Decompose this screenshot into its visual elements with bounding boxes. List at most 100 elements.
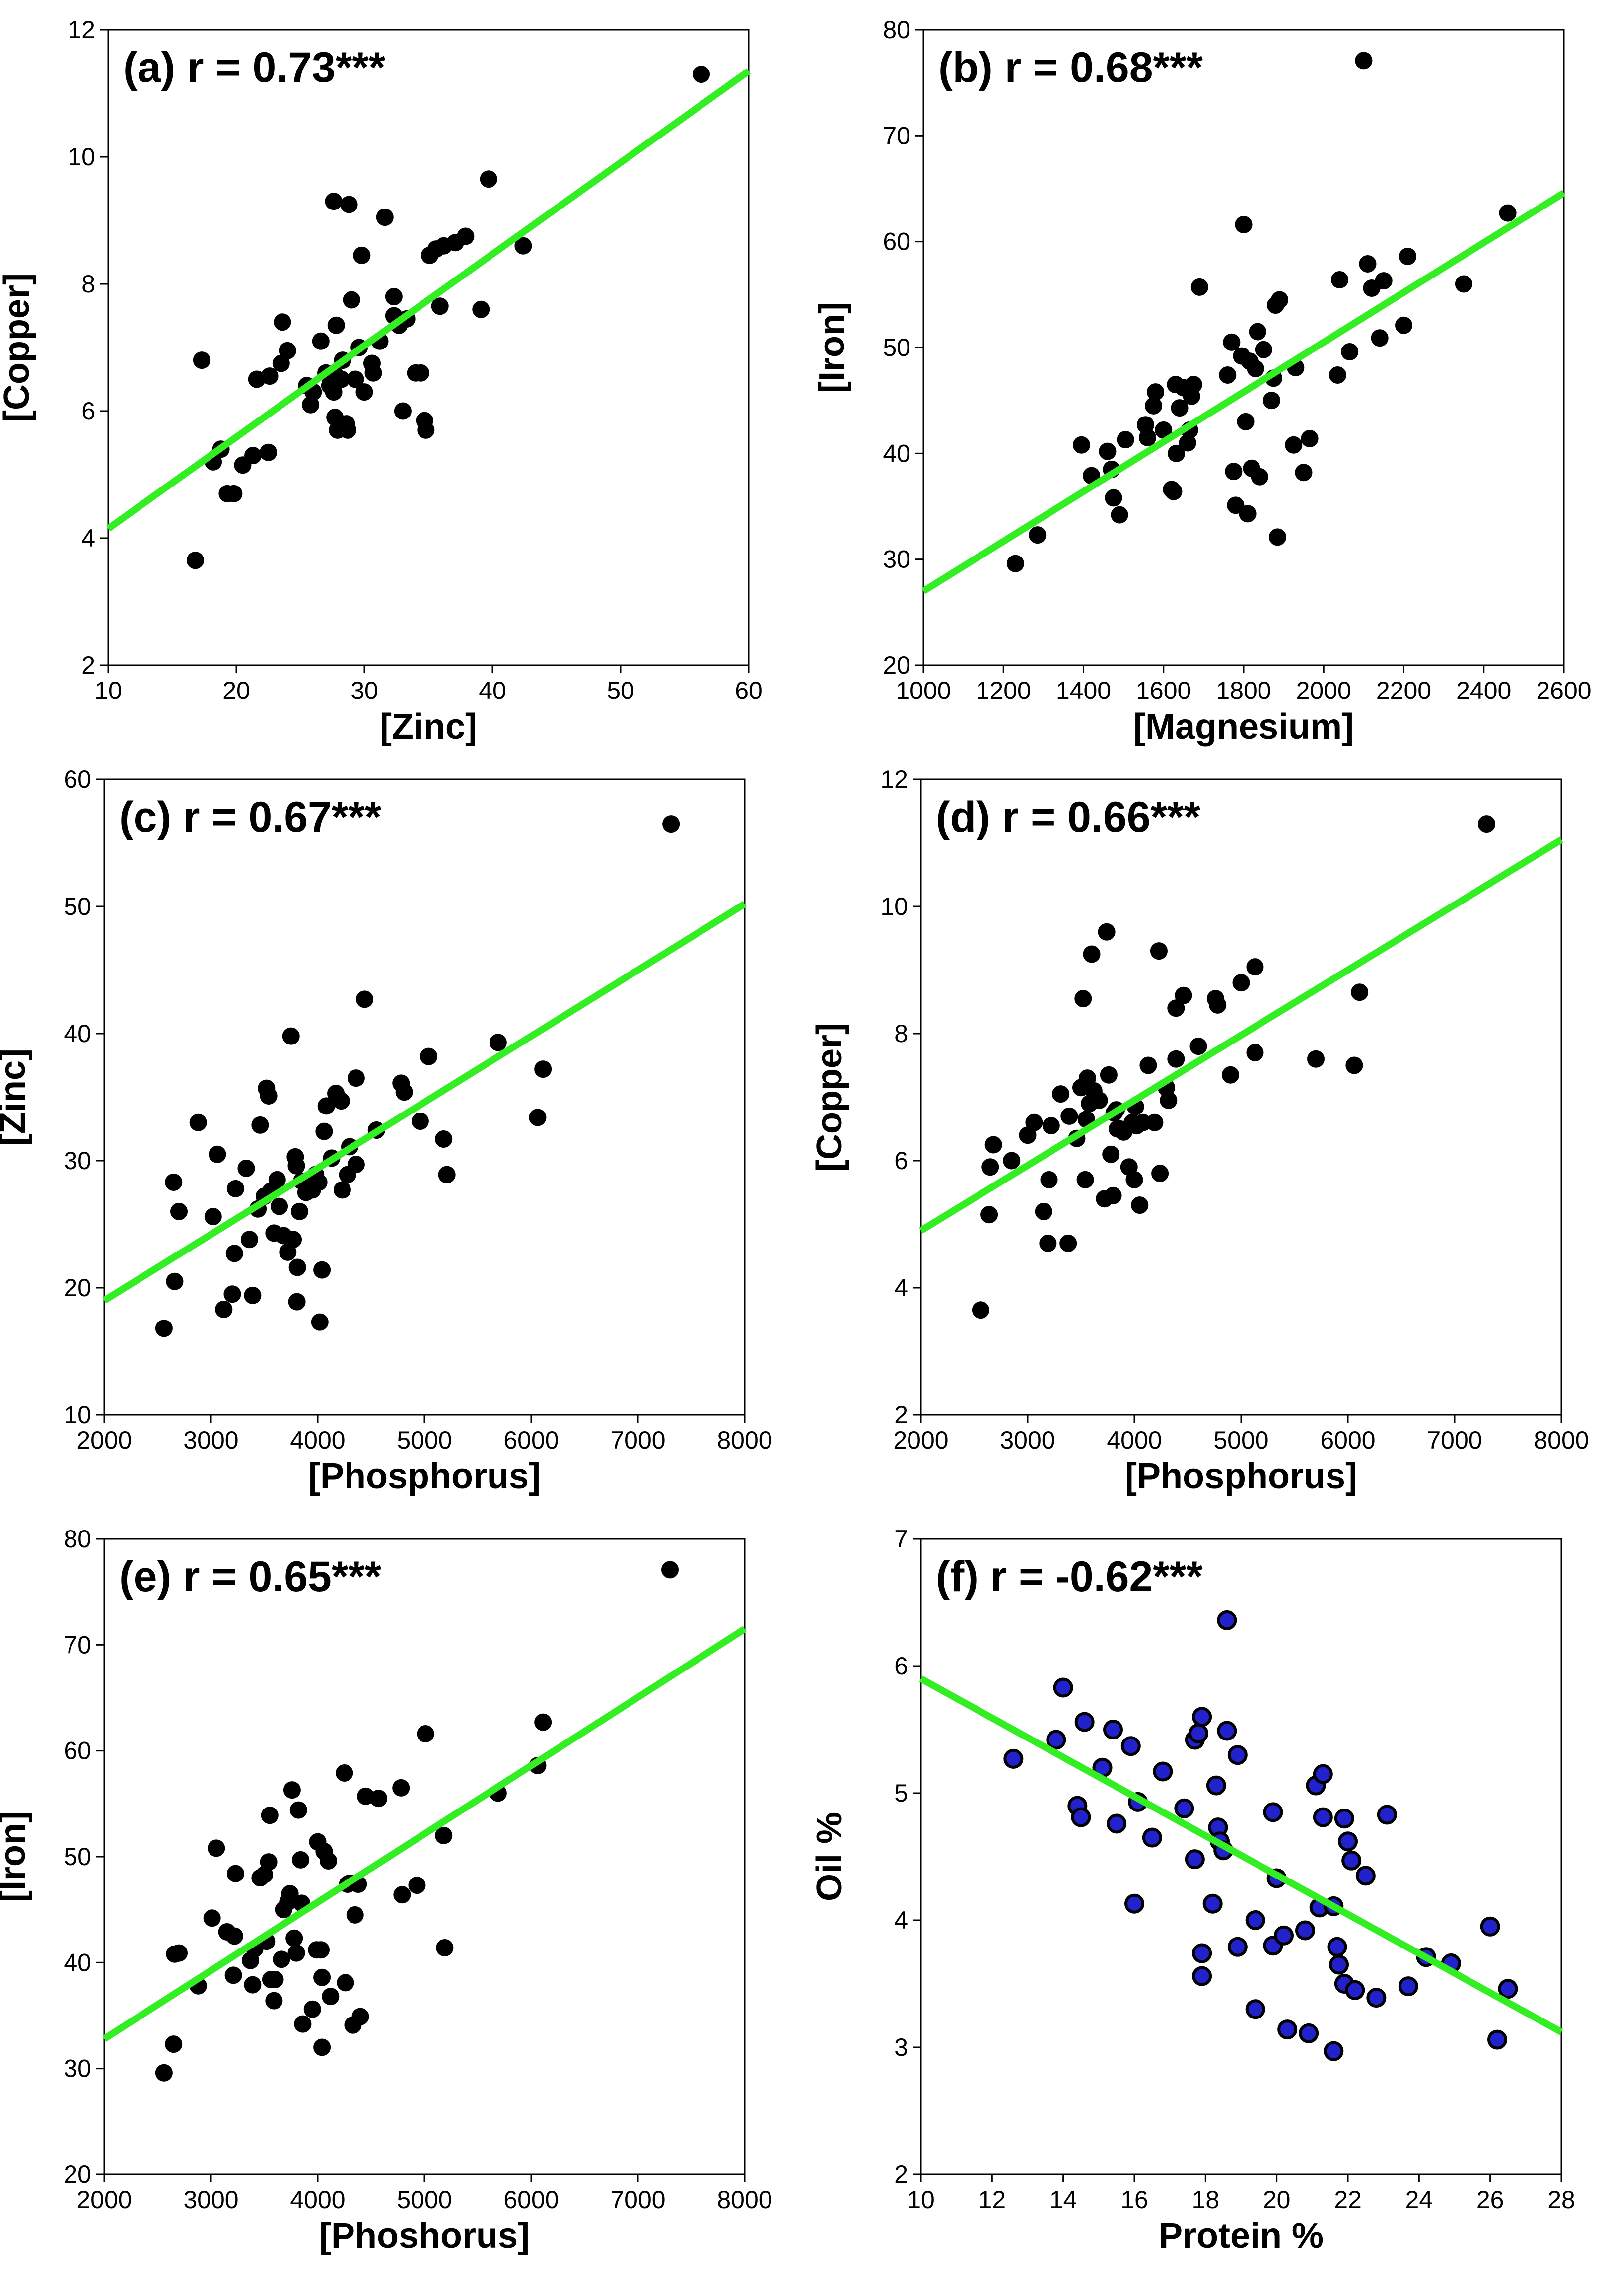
data-point bbox=[1105, 489, 1122, 507]
data-point bbox=[1146, 1113, 1164, 1131]
x-tick-label: 7000 bbox=[1427, 1426, 1482, 1454]
data-point bbox=[1189, 1038, 1207, 1055]
data-point bbox=[260, 1853, 278, 1871]
x-tick-label: 10 bbox=[907, 2186, 935, 2214]
data-point bbox=[1351, 983, 1369, 1001]
data-point bbox=[1190, 278, 1208, 296]
x-tick-label: 8000 bbox=[717, 1426, 772, 1454]
data-point bbox=[1003, 1748, 1024, 1769]
data-point bbox=[165, 2035, 183, 2053]
y-tick-label: 3 bbox=[894, 2033, 908, 2061]
data-point bbox=[489, 1034, 507, 1051]
panel-b: 1000 1200 1400 1600 1800 2000 2200 2400 2600 20 30… bbox=[812, 16, 1592, 747]
data-point bbox=[294, 2015, 312, 2033]
data-point bbox=[438, 1166, 456, 1183]
data-point bbox=[1245, 1910, 1265, 1930]
x-tick-label: 2000 bbox=[1296, 677, 1351, 704]
data-point bbox=[1165, 483, 1183, 500]
data-point bbox=[435, 1826, 453, 1844]
data-point bbox=[1498, 1979, 1518, 1999]
data-point bbox=[1139, 428, 1156, 446]
data-point bbox=[315, 1122, 333, 1140]
data-point bbox=[1399, 248, 1417, 266]
y-tick-label: 5 bbox=[894, 1779, 908, 1807]
data-point bbox=[225, 1245, 243, 1262]
data-point bbox=[1160, 1091, 1178, 1109]
data-point bbox=[1246, 1044, 1264, 1061]
data-point bbox=[1107, 1813, 1127, 1834]
data-point bbox=[1040, 1171, 1058, 1188]
data-point bbox=[1006, 555, 1024, 572]
data-point bbox=[1334, 1809, 1354, 1829]
y-tick-label: 30 bbox=[64, 1147, 91, 1175]
data-point bbox=[1206, 1775, 1226, 1796]
data-point bbox=[1329, 366, 1346, 384]
data-point bbox=[1227, 496, 1245, 514]
data-point bbox=[1480, 1916, 1500, 1937]
data-point bbox=[1185, 1849, 1205, 1870]
y-tick-label: 70 bbox=[64, 1631, 91, 1659]
data-point bbox=[1103, 1720, 1123, 1739]
data-point bbox=[1151, 1165, 1169, 1183]
data-point bbox=[1223, 333, 1241, 351]
data-point bbox=[394, 402, 412, 420]
data-point bbox=[313, 1968, 331, 1986]
y-tick-label: 4 bbox=[894, 1906, 908, 1934]
data-point bbox=[1059, 1234, 1077, 1252]
x-tick-label: 4000 bbox=[1107, 1426, 1162, 1454]
data-point bbox=[1345, 1980, 1365, 2000]
data-point bbox=[480, 170, 497, 188]
data-point bbox=[1222, 1066, 1239, 1084]
x-tick-label: 10 bbox=[94, 677, 122, 704]
data-point bbox=[1327, 1937, 1347, 1957]
x-tick-label: 1600 bbox=[1136, 677, 1191, 704]
data-point bbox=[395, 1083, 413, 1101]
data-point bbox=[244, 1286, 262, 1304]
y-tick-label: 60 bbox=[64, 765, 91, 793]
data-point bbox=[1455, 275, 1472, 293]
data-point bbox=[984, 1136, 1002, 1154]
data-point bbox=[225, 485, 243, 502]
data-point bbox=[203, 1909, 221, 1927]
y-tick-label: 80 bbox=[883, 16, 910, 44]
data-point bbox=[347, 1069, 365, 1087]
data-point bbox=[260, 1087, 278, 1105]
data-point bbox=[290, 1202, 308, 1220]
regression-line bbox=[106, 68, 751, 532]
correlation-annotation: (e) r = 0.65*** bbox=[119, 1553, 382, 1600]
y-tick-label: 12 bbox=[880, 765, 908, 793]
data-point bbox=[1398, 1976, 1418, 1997]
x-tick-label: 2000 bbox=[893, 1426, 948, 1454]
x-tick-label: 1800 bbox=[1216, 677, 1271, 704]
x-tick-label: 8000 bbox=[1534, 1426, 1589, 1454]
data-point bbox=[981, 1158, 999, 1176]
data-point bbox=[1192, 1966, 1212, 1986]
x-tick-label: 3000 bbox=[183, 1426, 238, 1454]
data-point bbox=[436, 1939, 454, 1956]
data-point bbox=[1232, 974, 1250, 992]
data-point bbox=[289, 1801, 307, 1819]
data-point bbox=[283, 1781, 301, 1799]
data-point bbox=[1102, 1145, 1120, 1163]
data-point bbox=[244, 447, 262, 465]
data-point bbox=[355, 383, 373, 401]
data-point bbox=[1125, 1171, 1143, 1188]
data-point bbox=[189, 1113, 207, 1131]
data-point bbox=[534, 1060, 552, 1078]
data-point bbox=[292, 1851, 310, 1869]
data-point bbox=[208, 1839, 225, 1857]
y-tick-label: 10 bbox=[64, 1401, 91, 1429]
data-point bbox=[340, 196, 358, 213]
y-axis-label: [Iron] bbox=[812, 302, 852, 393]
data-point bbox=[337, 1974, 354, 1992]
plot-frame bbox=[920, 1538, 1562, 2175]
data-point bbox=[237, 1159, 255, 1177]
x-tick-label: 6000 bbox=[1320, 1426, 1375, 1454]
data-point bbox=[281, 1885, 299, 1903]
x-tick-label: 2200 bbox=[1376, 677, 1431, 704]
data-point bbox=[311, 1313, 329, 1331]
correlation-annotation: (d) r = 0.66*** bbox=[936, 793, 1200, 841]
x-tick-label: 40 bbox=[479, 677, 506, 704]
data-point bbox=[431, 297, 449, 315]
